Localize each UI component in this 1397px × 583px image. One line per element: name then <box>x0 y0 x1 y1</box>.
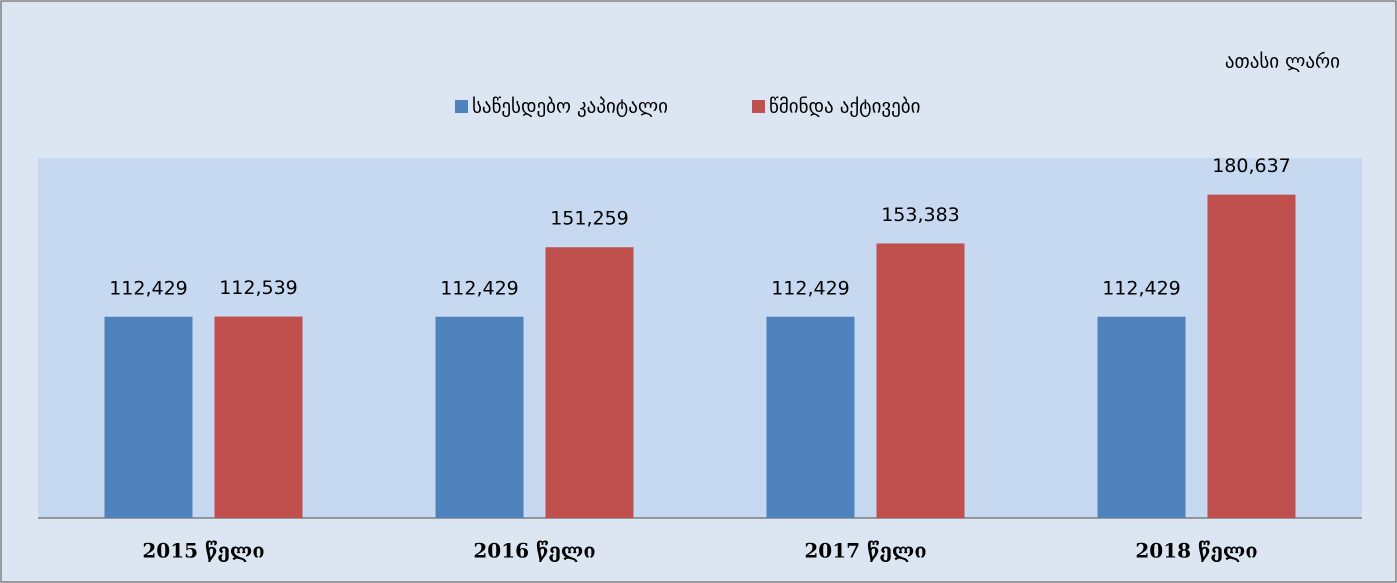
bar <box>766 316 855 518</box>
legend-swatch <box>455 100 468 113</box>
legend-label: წმინდა აქტივები <box>769 96 920 118</box>
bar <box>435 316 524 518</box>
x-tick-label: 2018 წელი <box>1135 539 1257 563</box>
bar <box>104 316 193 518</box>
legend-swatch <box>752 100 765 113</box>
bar <box>545 247 634 518</box>
value-label: 180,637 <box>1212 155 1291 177</box>
bar <box>1097 316 1186 518</box>
x-tick-label: 2015 წელი <box>142 539 264 563</box>
value-label: 151,259 <box>550 208 629 230</box>
value-label: 112,429 <box>440 277 519 299</box>
value-label: 112,429 <box>771 277 850 299</box>
legend-label: საწესდებო კაპიტალი <box>472 96 668 118</box>
bar <box>876 243 965 518</box>
value-label: 112,429 <box>1102 277 1181 299</box>
bar <box>214 316 303 518</box>
unit-label: ათასი ლარი <box>1225 51 1340 73</box>
value-label: 153,383 <box>881 204 960 226</box>
value-label: 112,539 <box>219 277 298 299</box>
value-label: 112,429 <box>109 277 188 299</box>
x-tick-label: 2016 წელი <box>473 539 595 563</box>
x-tick-label: 2017 წელი <box>804 539 926 563</box>
bar <box>1207 194 1296 518</box>
